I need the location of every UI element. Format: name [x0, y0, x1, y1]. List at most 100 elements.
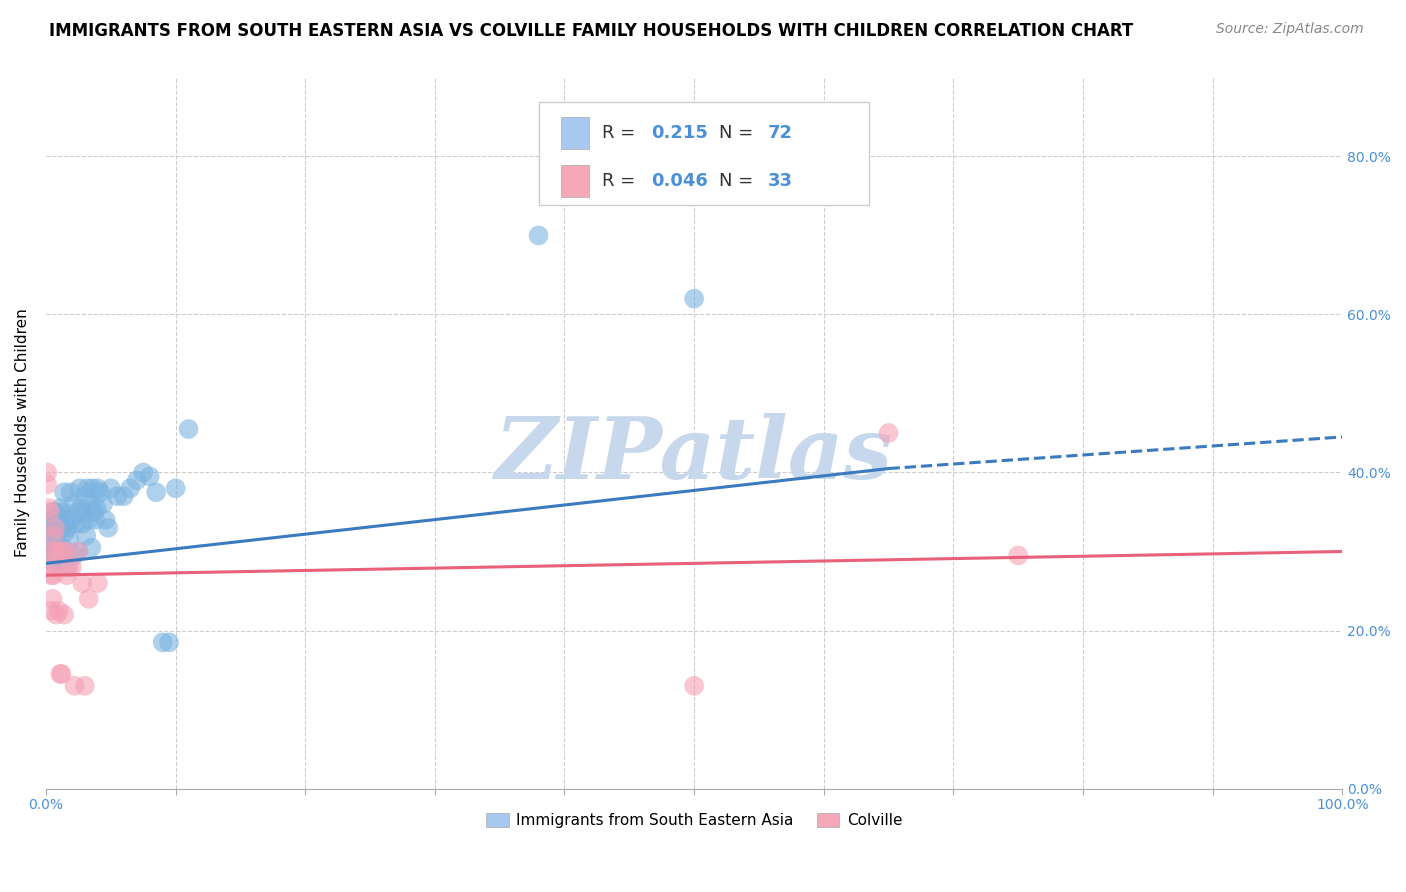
- Point: [59, 485, 82, 500]
- Point: [683, 679, 706, 693]
- Y-axis label: Family Households with Children: Family Households with Children: [15, 309, 30, 558]
- Point: [42, 557, 65, 571]
- Point: [41, 591, 63, 606]
- Legend: Immigrants from South Eastern Asia, Colville: Immigrants from South Eastern Asia, Colv…: [479, 807, 908, 834]
- Point: [1007, 549, 1029, 563]
- Point: [76, 481, 98, 495]
- Point: [44, 516, 66, 531]
- Point: [91, 497, 114, 511]
- Point: [51, 521, 73, 535]
- Point: [69, 481, 91, 495]
- Point: [877, 425, 900, 440]
- Point: [145, 485, 167, 500]
- Point: [38, 513, 60, 527]
- Point: [38, 533, 60, 547]
- Point: [48, 513, 70, 527]
- Point: [37, 477, 59, 491]
- Point: [72, 505, 94, 519]
- Point: [66, 505, 89, 519]
- Text: R =: R =: [602, 172, 641, 190]
- Point: [58, 560, 80, 574]
- Point: [38, 505, 60, 519]
- Point: [79, 497, 101, 511]
- Point: [86, 501, 108, 516]
- Text: N =: N =: [718, 172, 759, 190]
- Point: [46, 544, 69, 558]
- Point: [37, 536, 59, 550]
- Point: [60, 513, 83, 527]
- Text: ZIPatlas: ZIPatlas: [495, 413, 893, 496]
- Point: [53, 485, 76, 500]
- Point: [112, 489, 135, 503]
- Point: [46, 536, 69, 550]
- Text: 0.215: 0.215: [651, 124, 709, 142]
- Point: [683, 292, 706, 306]
- Point: [48, 549, 70, 563]
- Point: [49, 544, 72, 558]
- Point: [72, 576, 94, 591]
- Point: [52, 557, 75, 571]
- Point: [55, 513, 77, 527]
- Point: [65, 516, 87, 531]
- Point: [38, 544, 60, 558]
- Point: [62, 497, 84, 511]
- Point: [56, 521, 79, 535]
- Text: R =: R =: [602, 124, 641, 142]
- Point: [77, 591, 100, 606]
- Point: [89, 485, 111, 500]
- Point: [37, 524, 59, 539]
- Point: [49, 667, 72, 681]
- Point: [73, 489, 96, 503]
- Point: [55, 524, 77, 539]
- Point: [73, 679, 96, 693]
- FancyBboxPatch shape: [561, 117, 589, 149]
- Text: 33: 33: [768, 172, 793, 190]
- Point: [44, 544, 66, 558]
- Text: 0.046: 0.046: [651, 172, 709, 190]
- Text: Source: ZipAtlas.com: Source: ZipAtlas.com: [1216, 22, 1364, 37]
- Point: [41, 505, 63, 519]
- Point: [83, 505, 105, 519]
- Point: [157, 635, 180, 649]
- Point: [77, 513, 100, 527]
- Point: [39, 568, 62, 582]
- Point: [52, 541, 75, 555]
- Point: [70, 501, 93, 516]
- Point: [55, 560, 77, 574]
- Point: [72, 516, 94, 531]
- Point: [527, 228, 550, 243]
- Point: [38, 549, 60, 563]
- Text: N =: N =: [718, 124, 759, 142]
- Point: [94, 513, 117, 527]
- Point: [46, 508, 69, 523]
- Point: [52, 544, 75, 558]
- Point: [125, 474, 148, 488]
- Point: [82, 481, 104, 495]
- Point: [58, 533, 80, 547]
- Point: [53, 607, 76, 622]
- Point: [132, 466, 155, 480]
- Point: [97, 521, 120, 535]
- Point: [55, 568, 77, 582]
- Point: [80, 541, 103, 555]
- Point: [100, 481, 122, 495]
- Point: [63, 679, 86, 693]
- FancyBboxPatch shape: [538, 103, 869, 205]
- Point: [138, 469, 160, 483]
- Point: [39, 541, 62, 555]
- Point: [152, 635, 174, 649]
- Point: [67, 544, 90, 558]
- Point: [87, 481, 110, 495]
- Point: [45, 521, 67, 535]
- Point: [44, 505, 66, 519]
- Point: [44, 521, 66, 535]
- Point: [42, 529, 65, 543]
- Point: [42, 529, 65, 543]
- Point: [75, 529, 97, 543]
- Point: [63, 549, 86, 563]
- Point: [84, 513, 107, 527]
- Point: [37, 466, 59, 480]
- Point: [38, 521, 60, 535]
- Point: [49, 501, 72, 516]
- Point: [41, 560, 63, 574]
